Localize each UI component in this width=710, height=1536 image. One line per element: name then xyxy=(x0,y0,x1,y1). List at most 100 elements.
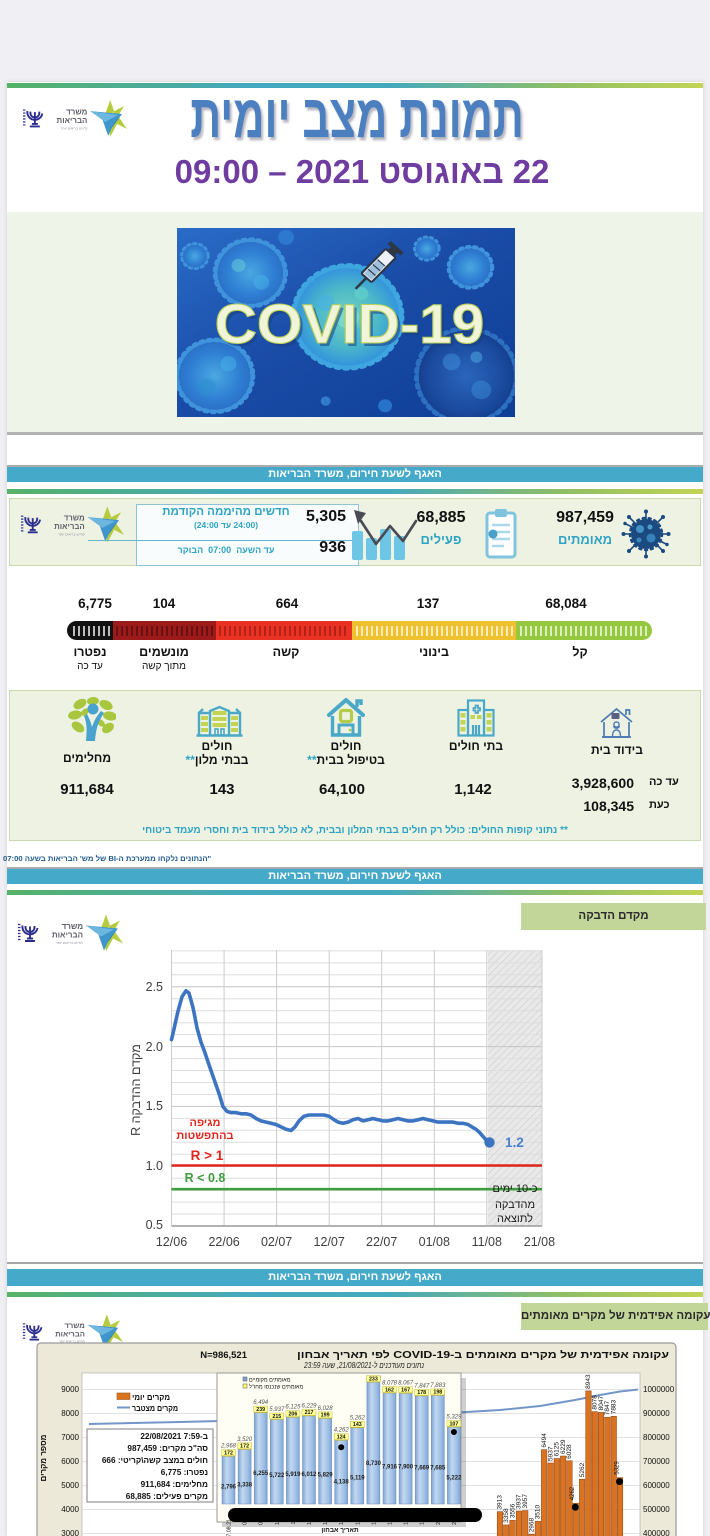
svg-text:5329: 5329 xyxy=(614,1461,620,1475)
svg-text:1.5: 1.5 xyxy=(146,1099,163,1113)
svg-text:מחלימים: 911,684: מחלימים: 911,684 xyxy=(141,1480,208,1489)
svg-text:עקומה אפידמית של מקרים מאומתים: עקומה אפידמית של מקרים מאומתים ב-COVID-1… xyxy=(297,1349,669,1361)
svg-text:1.0: 1.0 xyxy=(146,1159,163,1173)
svg-text:6,125: 6,125 xyxy=(285,1405,301,1411)
svg-text:3937: 3937 xyxy=(516,1494,523,1509)
svg-text:מקרים מצטבר: מקרים מצטבר xyxy=(132,1404,178,1413)
svg-text:2,968: 2,968 xyxy=(220,1444,237,1450)
svg-text:7,883: 7,883 xyxy=(430,1383,446,1389)
svg-text:700000: 700000 xyxy=(643,1457,670,1466)
svg-text:7,916: 7,916 xyxy=(382,1465,398,1471)
svg-text:400000: 400000 xyxy=(643,1529,670,1536)
svg-text:172: 172 xyxy=(224,1451,233,1457)
svg-text:4000: 4000 xyxy=(61,1505,79,1514)
svg-text:9000: 9000 xyxy=(61,1385,79,1394)
svg-text:ב-7:59 22/08/2021: ב-7:59 22/08/2021 xyxy=(140,1432,208,1441)
svg-text:07.08.21: 07.08.21 xyxy=(227,1519,233,1536)
svg-text:R < 0.8: R < 0.8 xyxy=(185,1171,226,1185)
svg-text:8,078: 8,078 xyxy=(382,1381,398,1387)
svg-text:2.5: 2.5 xyxy=(146,980,163,994)
svg-text:8943: 8943 xyxy=(585,1374,592,1389)
svg-text:6125: 6125 xyxy=(554,1442,561,1457)
svg-text:3510: 3510 xyxy=(535,1504,542,1519)
svg-text:7,900: 7,900 xyxy=(398,1465,414,1471)
svg-text:נתונים מעודכנים ל-21/08/2021,: נתונים מעודכנים ל-21/08/2021, שעה 23:59 xyxy=(303,1361,424,1370)
svg-text:COVID-19: COVID-19 xyxy=(218,297,488,358)
svg-text:206: 206 xyxy=(288,1412,297,1418)
svg-text:5,329: 5,329 xyxy=(446,1415,462,1421)
svg-text:5000: 5000 xyxy=(61,1481,79,1490)
svg-text:167: 167 xyxy=(401,1388,410,1394)
svg-text:6028: 6028 xyxy=(566,1444,573,1459)
svg-text:800000: 800000 xyxy=(643,1433,670,1442)
svg-text:01/08: 01/08 xyxy=(419,1235,450,1249)
svg-text:3,338: 3,338 xyxy=(237,1483,253,1489)
svg-text:6,494: 6,494 xyxy=(253,1400,269,1406)
svg-text:מקדם ההדבקה R: מקדם ההדבקה R xyxy=(129,1044,143,1136)
svg-text:מאומתים מקומיים: מאומתים מקומיים xyxy=(249,1378,291,1384)
svg-text:5,919: 5,919 xyxy=(285,1472,301,1478)
svg-text:4262: 4262 xyxy=(570,1486,576,1500)
svg-text:8047: 8047 xyxy=(598,1396,605,1411)
svg-text:199: 199 xyxy=(321,1413,330,1419)
svg-text:11/08: 11/08 xyxy=(472,1235,502,1249)
svg-text:5262: 5262 xyxy=(579,1462,586,1477)
svg-text:3000: 3000 xyxy=(61,1529,79,1536)
svg-text:2.0: 2.0 xyxy=(146,1040,163,1054)
svg-text:6,229: 6,229 xyxy=(301,1403,317,1409)
svg-text:217: 217 xyxy=(305,1410,314,1416)
svg-text:124: 124 xyxy=(337,1435,346,1441)
svg-text:5,262: 5,262 xyxy=(350,1415,366,1421)
svg-text:4,138: 4,138 xyxy=(334,1480,350,1486)
svg-text:מספר מקרים: מספר מקרים xyxy=(39,1434,48,1481)
svg-text:מקרים פעילים: 68,885: מקרים פעילים: 68,885 xyxy=(126,1492,208,1501)
svg-text:7,685: 7,685 xyxy=(430,1465,446,1471)
svg-text:107: 107 xyxy=(449,1421,458,1427)
svg-text:239: 239 xyxy=(256,1407,265,1413)
svg-text:02/07: 02/07 xyxy=(261,1235,292,1249)
svg-text:22/07: 22/07 xyxy=(366,1235,397,1249)
svg-text:7847: 7847 xyxy=(604,1400,611,1415)
svg-text:215: 215 xyxy=(272,1414,281,1420)
svg-text:0.5: 0.5 xyxy=(146,1218,163,1232)
svg-text:5,222: 5,222 xyxy=(446,1475,462,1481)
svg-text:תאריך אבחון: תאריך אבחון xyxy=(321,1527,359,1534)
svg-text:מגיפה: מגיפה xyxy=(190,1117,221,1129)
svg-text:1000000: 1000000 xyxy=(643,1385,675,1394)
svg-text:N=986,521: N=986,521 xyxy=(200,1350,247,1361)
svg-text:162: 162 xyxy=(385,1387,394,1393)
svg-text:חולים במצב קשה\קריטי: 666: חולים במצב קשה\קריטי: 666 xyxy=(102,1456,208,1465)
svg-text:178: 178 xyxy=(417,1390,426,1396)
svg-text:5,119: 5,119 xyxy=(350,1476,365,1482)
svg-text:6229: 6229 xyxy=(560,1439,567,1454)
svg-text:172: 172 xyxy=(240,1444,249,1450)
svg-text:21/08: 21/08 xyxy=(524,1235,555,1249)
svg-text:143: 143 xyxy=(353,1422,362,1428)
svg-text:7883: 7883 xyxy=(611,1399,618,1414)
svg-text:900000: 900000 xyxy=(643,1409,670,1418)
svg-text:מהדבקה: מהדבקה xyxy=(495,1199,535,1211)
svg-text:2,796: 2,796 xyxy=(221,1485,237,1491)
svg-text:3957: 3957 xyxy=(522,1494,529,1509)
svg-text:500000: 500000 xyxy=(643,1505,670,1514)
svg-text:COVID-19: COVID-19 xyxy=(215,295,485,356)
svg-text:5,722: 5,722 xyxy=(269,1473,285,1479)
svg-text:6,028: 6,028 xyxy=(318,1406,334,1412)
svg-text:מאומתים שנכנסו מחו"ל: מאומתים שנכנסו מחו"ל xyxy=(249,1384,303,1391)
svg-text:סה"כ מקרים: 987,459: סה"כ מקרים: 987,459 xyxy=(127,1444,208,1453)
svg-text:8078: 8078 xyxy=(592,1395,599,1410)
svg-text:3,520: 3,520 xyxy=(237,1437,253,1443)
svg-text:6,255: 6,255 xyxy=(253,1471,269,1477)
svg-text:12/06: 12/06 xyxy=(156,1235,187,1249)
svg-text:6000: 6000 xyxy=(61,1457,79,1466)
svg-text:7,847: 7,847 xyxy=(414,1383,430,1389)
svg-text:בהתפשטות: בהתפשטות xyxy=(176,1130,233,1142)
svg-text:1.2: 1.2 xyxy=(505,1135,524,1150)
svg-text:600000: 600000 xyxy=(643,1481,670,1490)
svg-text:מקרים יומי: מקרים יומי xyxy=(132,1393,170,1402)
svg-text:8,730: 8,730 xyxy=(366,1461,382,1467)
svg-text:כ-10 ימים: כ-10 ימים xyxy=(492,1183,537,1195)
svg-text:3913: 3913 xyxy=(497,1495,504,1510)
svg-text:5,937: 5,937 xyxy=(269,1407,285,1413)
svg-text:233: 233 xyxy=(369,1376,378,1382)
